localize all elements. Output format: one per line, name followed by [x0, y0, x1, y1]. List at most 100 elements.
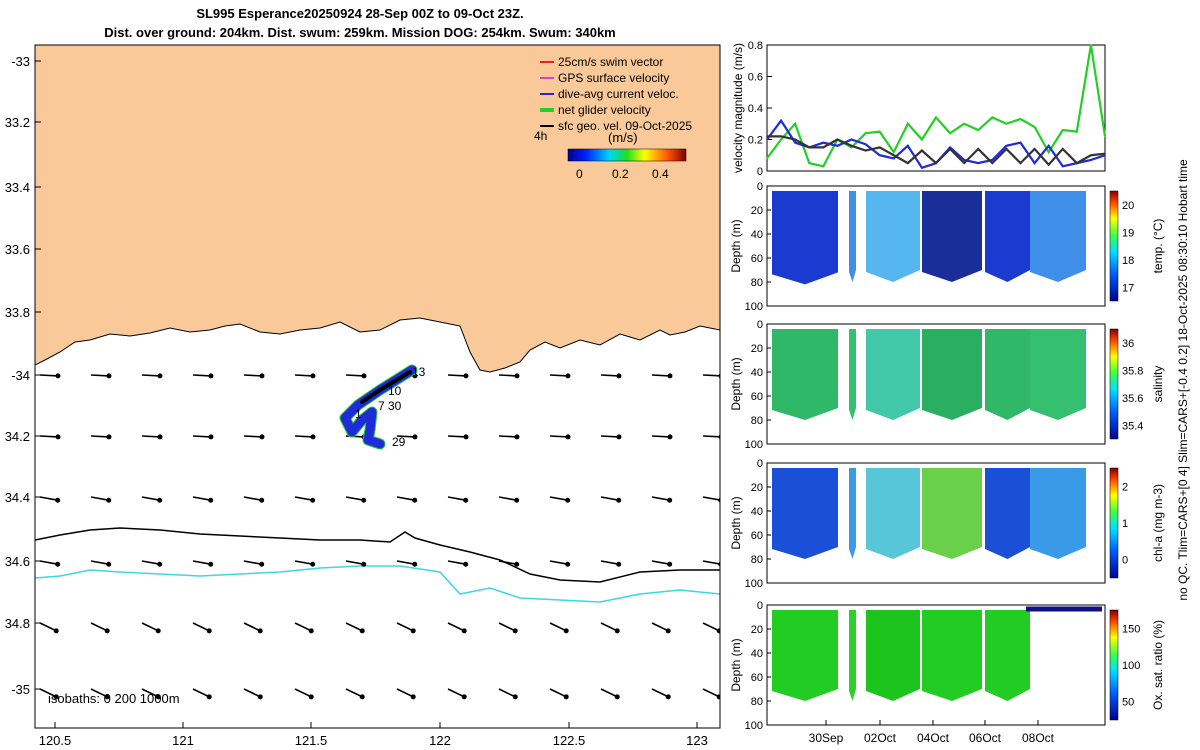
- velocity-arrow-head: [667, 561, 673, 567]
- velocity-point: [1047, 145, 1050, 147]
- depth-tick: 40: [751, 367, 763, 379]
- velocity-arrow-head: [463, 497, 469, 503]
- velocity-arrow: [600, 374, 620, 377]
- velocity-arrow-head: [310, 497, 316, 503]
- section-colorbar-label: chl-a (mg m-3): [1151, 484, 1165, 562]
- velocity-arrow: [294, 622, 312, 632]
- section-profile-block: [985, 191, 1030, 282]
- velocity-point: [892, 151, 895, 153]
- velocity-point: [794, 138, 796, 141]
- velocity-arrow-head: [55, 434, 61, 440]
- depth-tick: 20: [751, 624, 763, 636]
- velocity-arrow-head: [257, 694, 263, 700]
- depth-ylabel: Depth (m): [729, 638, 743, 691]
- velocity-arrow: [39, 560, 58, 566]
- velocity-arrow: [90, 688, 108, 698]
- velocity-arrow: [702, 688, 720, 698]
- velocity-arrow: [549, 435, 569, 438]
- velocity-magnitude-panel: velocity magnitude (m/s) 0 0.2 0.4 0.6 0.8: [731, 40, 1107, 178]
- velocity-point: [949, 146, 951, 149]
- velocity-arrow-head: [616, 497, 622, 503]
- depth-tick: 100: [745, 301, 763, 313]
- velocity-arrow: [294, 560, 313, 566]
- velocity-arrow: [90, 374, 110, 377]
- legend-label-swim: 25cm/s swim vector: [558, 55, 663, 69]
- depth-ylabel: Depth (m): [729, 219, 743, 272]
- section-profile-block: [985, 468, 1030, 559]
- velocity-arrow-head: [514, 561, 520, 567]
- colorbar-tick: 19: [1122, 227, 1134, 239]
- velocity-point: [963, 122, 965, 125]
- section-profile-block: [922, 329, 982, 420]
- velocity-arrow: [600, 496, 619, 502]
- velocity-arrow: [141, 688, 159, 698]
- colorbar-tick: 2: [1122, 481, 1128, 493]
- section-panel: 0 20 40 60 80 100 Depth (m) 0 1 2 chl-a (mg m-3): [729, 458, 1165, 590]
- map-frame: [34, 44, 721, 729]
- velocity-arrow-head: [565, 434, 571, 440]
- velocity-arrow-head: [665, 694, 671, 700]
- velocity-arrow-head: [412, 561, 418, 567]
- velocity-arrow-head: [106, 497, 112, 503]
- velocity-arrow-head: [259, 434, 265, 440]
- colorbar-tick-0: 0: [576, 167, 583, 181]
- lat-tick-label: 34.8: [5, 616, 30, 631]
- velocity-arrow-head: [463, 561, 469, 567]
- glider-track: 13 10 7 30 1 29: [339, 364, 426, 450]
- velocity-arrow-head: [206, 628, 212, 634]
- velocity-arrow: [549, 374, 569, 377]
- velocity-point: [1076, 130, 1078, 133]
- velocity-arrow: [549, 688, 567, 698]
- colorbar-tick: 150: [1122, 623, 1140, 635]
- track-label-29: 29: [392, 435, 406, 449]
- velocity-arrow-head: [718, 497, 720, 503]
- velocity-arrow: [651, 374, 671, 377]
- velocity-arrow-head: [157, 434, 163, 440]
- section-profile-block: [1030, 191, 1086, 282]
- depth-tick: 100: [745, 578, 763, 590]
- depth-tick: 60: [751, 391, 763, 403]
- velocity-point: [949, 132, 951, 134]
- velocity-arrow: [600, 435, 620, 438]
- velocity-point: [878, 130, 881, 133]
- colorbar-tick: 0: [1122, 555, 1128, 567]
- velocity-arrow: [192, 560, 211, 566]
- velocity-arrow: [396, 435, 416, 438]
- velocity-arrow: [702, 435, 720, 438]
- velocity-arrow: [447, 374, 467, 377]
- velocity-point: [1033, 126, 1036, 128]
- velocity-arrow-head: [716, 628, 720, 634]
- section-profile-block: [772, 329, 838, 420]
- section-colorbar: [1109, 467, 1119, 579]
- velocity-arrow: [396, 496, 415, 502]
- depth-tick: 40: [751, 506, 763, 518]
- colorbar-tick: 20: [1122, 200, 1134, 212]
- velocity-arrow-head: [565, 497, 571, 503]
- velocity-arrow-head: [53, 694, 59, 700]
- isobath-200m: [35, 527, 720, 583]
- velocity-arrow: [498, 374, 518, 377]
- velocity-arrow: [345, 374, 365, 377]
- side-note: no QC. Tlim=CARS+[0 4] Slim=CARS+[-0.4 0…: [1176, 159, 1190, 601]
- section-profile-block: [866, 329, 920, 420]
- velocity-ytick: 0.2: [748, 135, 763, 147]
- colorbar-tick: 35.6: [1122, 393, 1143, 405]
- velocity-point: [850, 138, 853, 141]
- colorbar-tick: 35.4: [1122, 420, 1143, 432]
- velocity-arrow-head: [208, 434, 214, 440]
- velocity-arrow-head: [410, 628, 416, 634]
- section-colorbar-label: Ox. sat. ratio (%): [1151, 620, 1165, 710]
- velocity-point: [935, 162, 937, 164]
- lat-tick-label: 33.8: [5, 305, 30, 320]
- section-profile-block: [866, 468, 920, 559]
- velocity-arrow-head: [412, 434, 418, 440]
- lat-tick-label: 34.2: [5, 429, 30, 444]
- velocity-arrow-head: [259, 561, 265, 567]
- velocity-point: [1090, 44, 1092, 46]
- velocity-point: [907, 122, 909, 125]
- lat-tick-label: -34: [11, 368, 30, 383]
- section-profile-block: [866, 610, 920, 701]
- section-profile-block: [849, 191, 856, 282]
- velocity-point: [878, 154, 881, 157]
